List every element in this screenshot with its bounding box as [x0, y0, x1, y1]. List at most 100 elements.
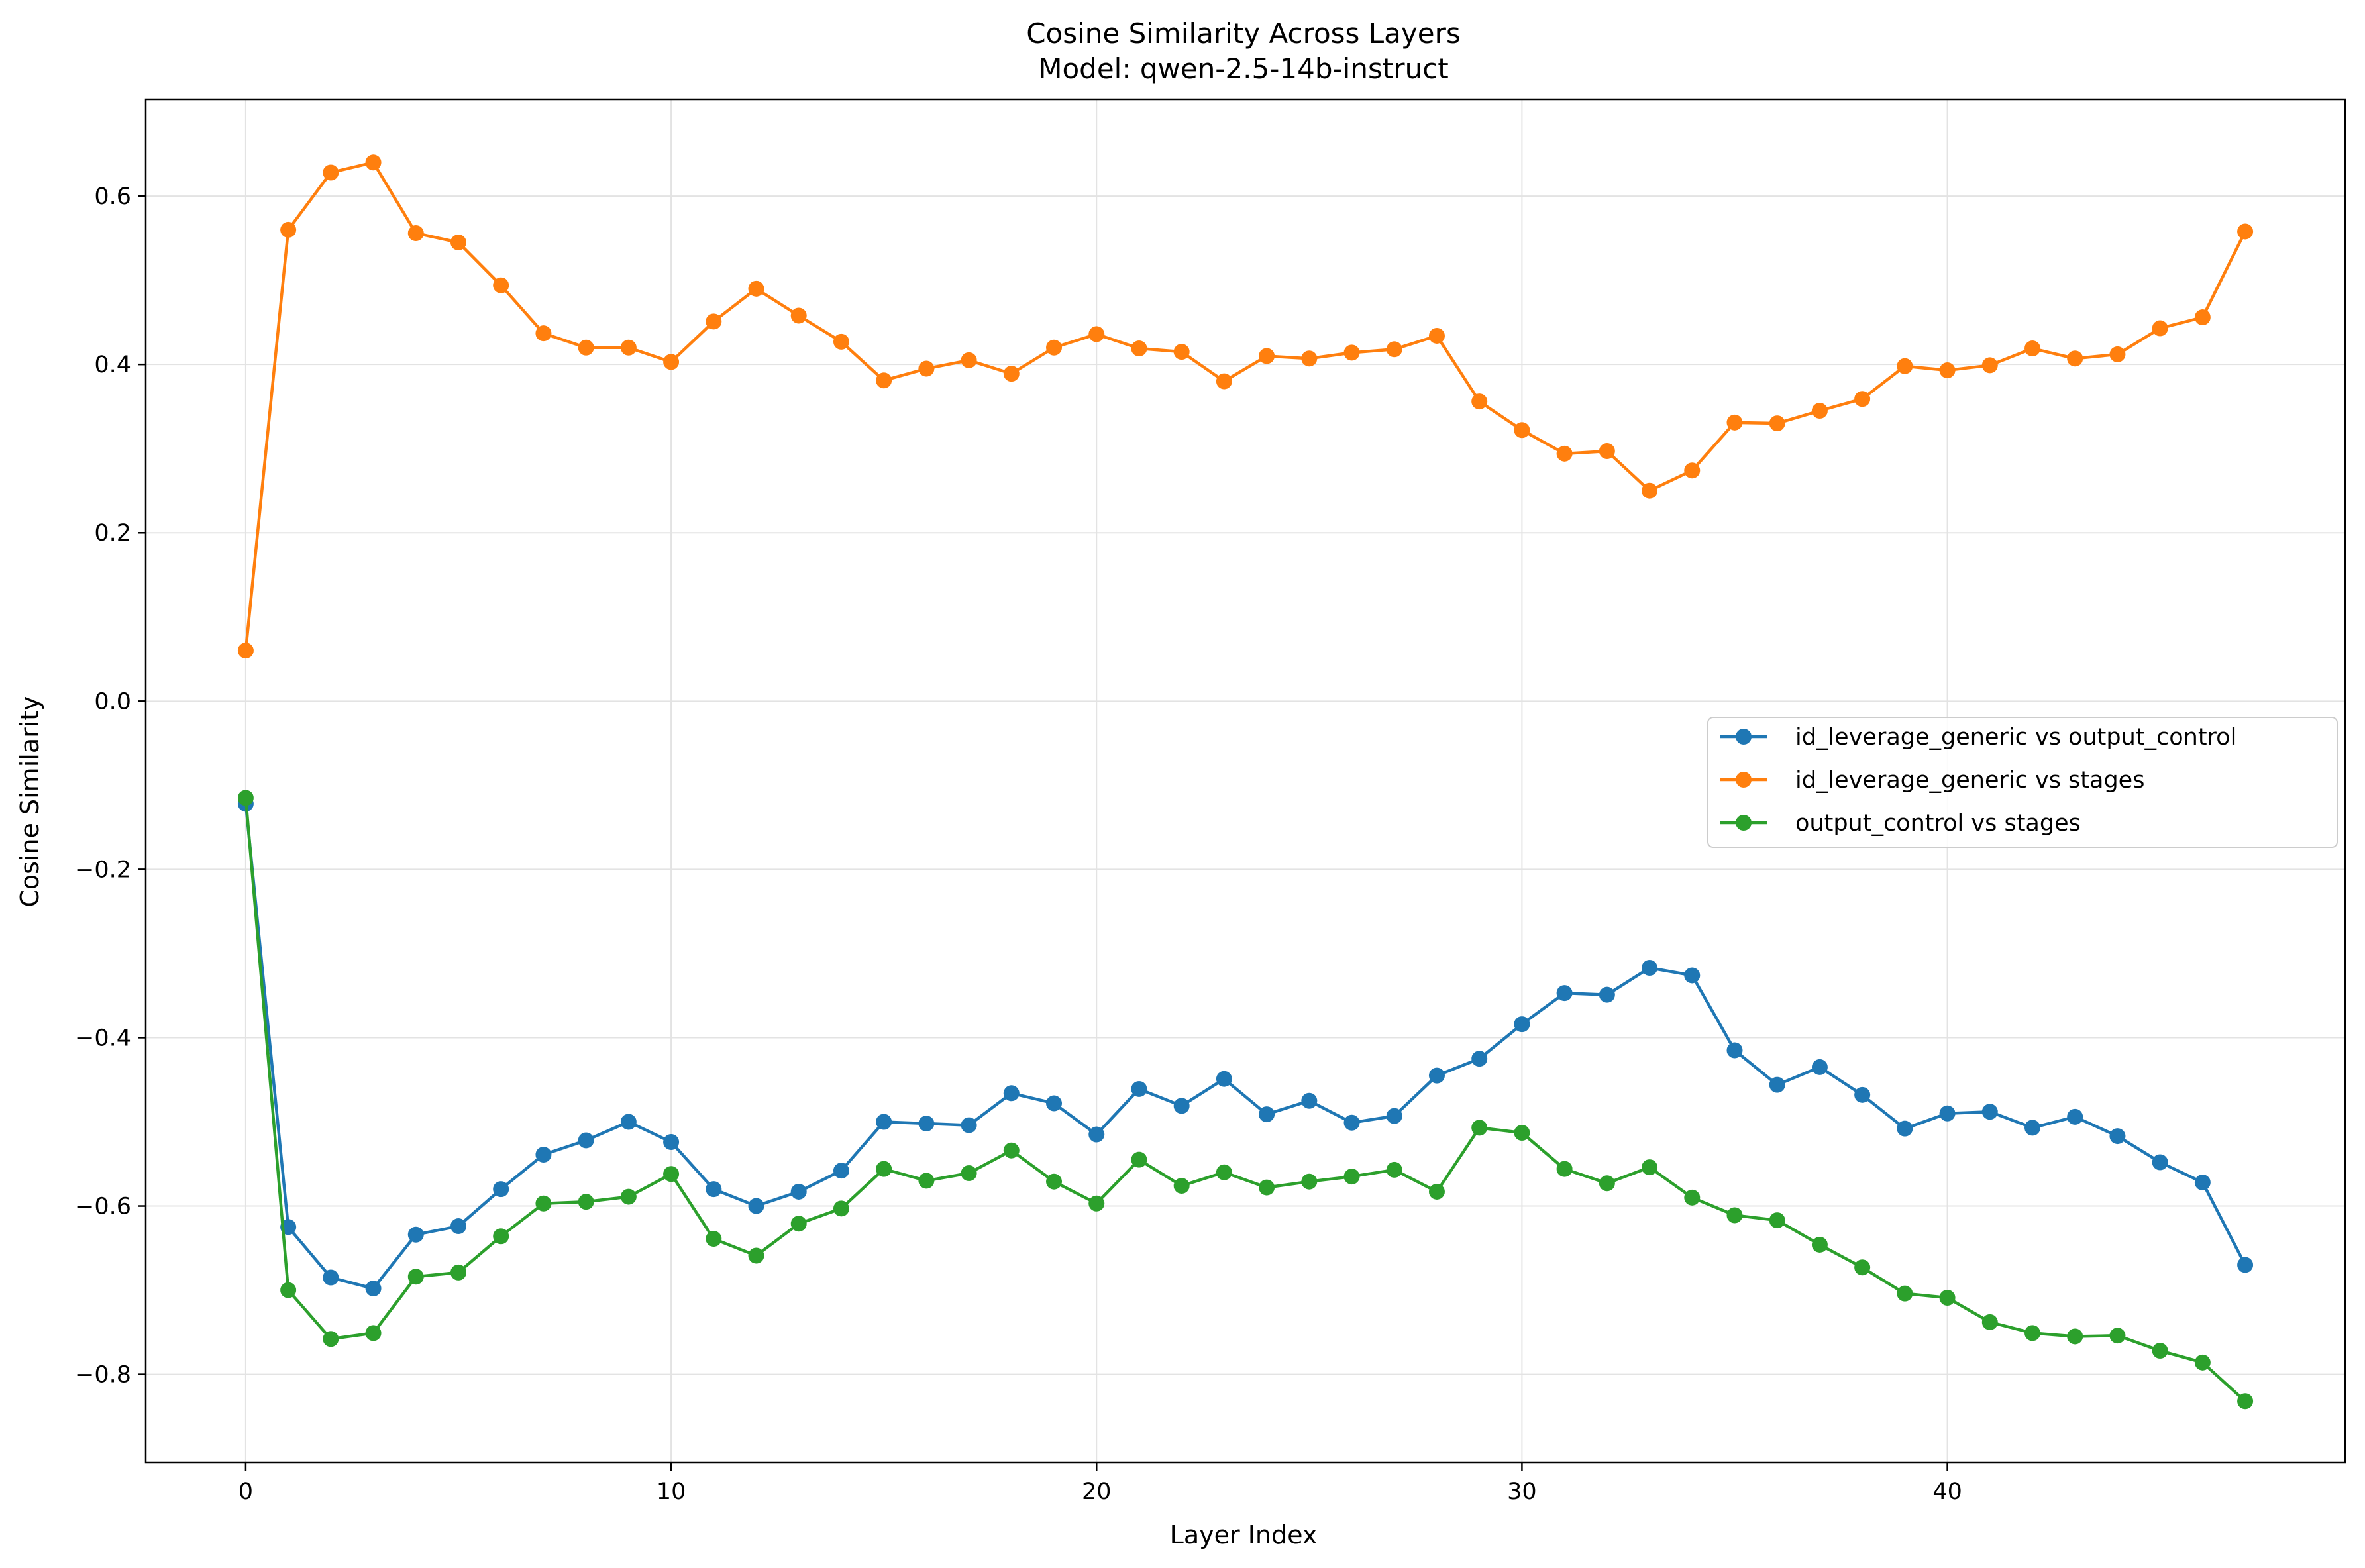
y-tick-label: 0.6: [94, 183, 131, 210]
data-point: [1726, 1042, 1743, 1059]
data-point: [323, 164, 339, 181]
data-point: [790, 307, 807, 324]
data-point: [2237, 223, 2254, 240]
data-point: [280, 221, 297, 238]
data-point: [876, 1114, 892, 1130]
data-point: [2152, 1154, 2168, 1171]
chart-subtitle: Model: qwen-2.5-14b-instruct: [1038, 52, 1449, 85]
data-point: [1599, 986, 1615, 1003]
data-point: [1088, 1195, 1105, 1212]
data-point: [450, 1218, 466, 1235]
data-point: [535, 1195, 552, 1212]
y-tick-label: 0.2: [94, 520, 131, 547]
data-point: [1811, 1236, 1828, 1253]
data-point: [1173, 1178, 1190, 1194]
data-point: [1173, 344, 1190, 360]
data-point: [2067, 1108, 2083, 1125]
data-point: [833, 333, 849, 350]
data-point: [748, 280, 764, 297]
data-point: [833, 1200, 849, 1217]
data-point: [1046, 1095, 1063, 1112]
data-point: [876, 372, 892, 389]
data-point: [961, 1117, 977, 1133]
data-point: [876, 1161, 892, 1177]
legend-item: id_leverage_generic vs stages: [1720, 767, 2144, 794]
data-point: [1428, 1183, 1445, 1200]
data-point: [1301, 350, 1318, 367]
x-tick-label: 30: [1507, 1479, 1537, 1505]
data-point: [1769, 1076, 1785, 1093]
data-point: [2109, 346, 2126, 362]
data-point: [961, 1165, 977, 1181]
data-point: [1386, 341, 1402, 358]
data-point: [1684, 462, 1701, 479]
data-point: [1003, 1142, 1020, 1159]
data-point: [1897, 358, 1913, 374]
y-tick-label: −0.8: [75, 1362, 131, 1388]
data-point: [2152, 1343, 2168, 1359]
data-point: [578, 1132, 594, 1149]
legend-item: output_control vs stages: [1720, 810, 2081, 837]
data-point: [1642, 960, 1658, 976]
data-point: [1131, 1080, 1147, 1097]
data-point: [407, 1226, 424, 1243]
legend-label: id_leverage_generic vs stages: [1795, 767, 2144, 794]
data-point: [706, 313, 722, 330]
data-point: [1131, 340, 1147, 357]
data-point: [1003, 366, 1020, 382]
data-point: [2024, 340, 2041, 357]
data-point: [1216, 373, 1232, 390]
data-point: [1556, 1161, 1573, 1177]
data-point: [663, 1166, 680, 1182]
data-point: [1343, 1169, 1360, 1185]
data-point: [620, 1188, 637, 1205]
data-point: [1642, 1159, 1658, 1176]
y-tick-label: −0.6: [75, 1194, 131, 1220]
data-point: [493, 1228, 509, 1245]
series-3: [237, 790, 2254, 1410]
data-point: [833, 1163, 849, 1179]
y-tick-label: 0.0: [94, 688, 131, 715]
y-tick-label: −0.4: [75, 1025, 131, 1051]
plot-frame: [144, 98, 2346, 1464]
data-point: [918, 360, 935, 377]
data-point: [1897, 1120, 1913, 1137]
data-point: [237, 790, 254, 806]
data-point: [450, 1264, 466, 1281]
data-point: [535, 325, 552, 342]
data-point: [1428, 1067, 1445, 1084]
data-point: [748, 1198, 764, 1214]
data-point: [1386, 1108, 1402, 1124]
legend: id_leverage_generic vs output_control id_…: [1707, 717, 2338, 848]
x-axis-ticks: 0 10 20 30 40: [238, 1463, 1962, 1505]
data-point: [1599, 443, 1615, 460]
data-point: [2194, 1174, 2211, 1190]
legend-marker: [1736, 815, 1752, 831]
legend-label: id_leverage_generic vs output_control: [1795, 724, 2236, 751]
data-point: [1684, 1189, 1701, 1206]
data-point: [1726, 414, 1743, 431]
x-tick-label: 10: [657, 1479, 686, 1505]
data-point: [280, 1282, 297, 1298]
data-point: [1471, 1051, 1488, 1067]
data-point: [1514, 1125, 1530, 1141]
series-1: [237, 796, 2254, 1297]
data-point: [1769, 1212, 1785, 1229]
y-axis-label: Cosine Similarity: [15, 696, 44, 907]
data-point: [1173, 1098, 1190, 1114]
data-point: [2024, 1325, 2041, 1341]
y-tick-label: −0.2: [75, 857, 131, 883]
data-point: [1939, 1290, 1956, 1306]
data-point: [790, 1216, 807, 1232]
data-point: [323, 1331, 339, 1347]
data-point: [1088, 326, 1105, 342]
data-point: [1939, 362, 1956, 379]
x-axis-label: Layer Index: [1170, 1520, 1318, 1549]
data-point: [1046, 1173, 1063, 1190]
data-point: [706, 1231, 722, 1247]
data-point: [620, 339, 637, 356]
data-point: [1386, 1161, 1402, 1178]
data-point: [1599, 1175, 1615, 1192]
data-point: [1343, 344, 1360, 361]
